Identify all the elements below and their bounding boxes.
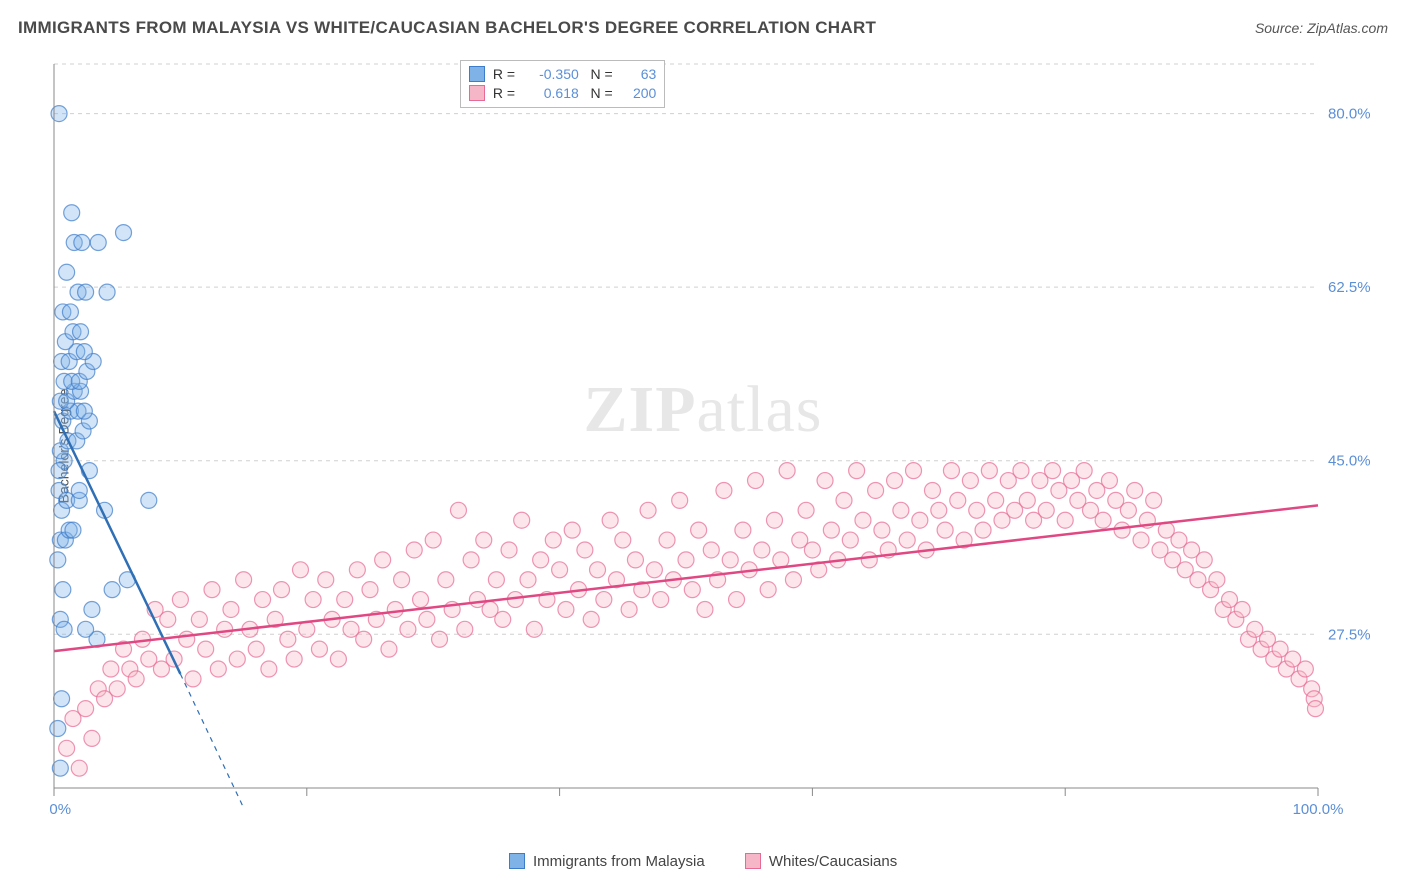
stats-row-1: R = 0.618 N = 200: [469, 84, 656, 103]
source-prefix: Source:: [1255, 20, 1307, 36]
stats-legend: R = -0.350 N = 63 R = 0.618 N = 200: [460, 60, 665, 108]
stat-r-label-0: R =: [493, 65, 519, 84]
svg-text:100.0%: 100.0%: [1293, 801, 1344, 818]
series-legend: Immigrants from Malaysia Whites/Caucasia…: [0, 853, 1406, 870]
stat-r-label-1: R =: [493, 84, 519, 103]
page-title: IMMIGRANTS FROM MALAYSIA VS WHITE/CAUCAS…: [18, 18, 876, 38]
source-label: Source: ZipAtlas.com: [1255, 20, 1388, 38]
stat-n-label-1: N =: [590, 84, 616, 103]
swatch-bottom-1: [745, 853, 761, 869]
source-name: ZipAtlas.com: [1307, 20, 1388, 36]
swatch-series-0: [469, 66, 485, 82]
stat-r-value-0: -0.350: [523, 65, 579, 84]
swatch-bottom-0: [509, 853, 525, 869]
svg-text:80.0%: 80.0%: [1328, 106, 1371, 123]
svg-text:62.5%: 62.5%: [1328, 279, 1371, 296]
stat-r-value-1: 0.618: [523, 84, 579, 103]
legend-label-1: Whites/Caucasians: [769, 853, 897, 870]
svg-text:0.0%: 0.0%: [48, 801, 71, 818]
stat-n-value-1: 200: [620, 84, 656, 103]
correlation-chart: 27.5% 45.0% 62.5% 80.0% 0.0% 100.0%: [48, 58, 1388, 828]
swatch-series-1: [469, 85, 485, 101]
stat-n-label-0: N =: [590, 65, 616, 84]
stats-row-0: R = -0.350 N = 63: [469, 65, 656, 84]
svg-text:27.5%: 27.5%: [1328, 626, 1371, 643]
legend-item-0: Immigrants from Malaysia: [509, 853, 705, 870]
legend-item-1: Whites/Caucasians: [745, 853, 898, 870]
stat-n-value-0: 63: [620, 65, 656, 84]
svg-text:45.0%: 45.0%: [1328, 453, 1371, 470]
legend-label-0: Immigrants from Malaysia: [533, 853, 705, 870]
